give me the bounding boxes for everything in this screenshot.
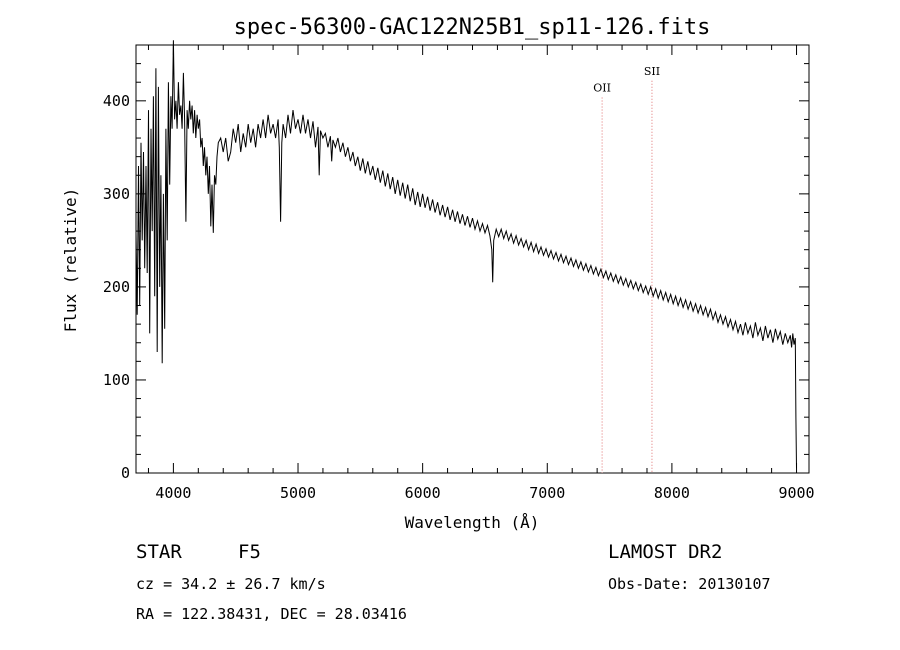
y-tick-label: 0: [121, 464, 130, 482]
y-axis: 0 100 200 300 400: [103, 63, 809, 482]
plot-frame: [135, 44, 810, 474]
y-tick-label: 200: [103, 278, 130, 296]
spectrum-line-1: [135, 40, 797, 469]
y-tick-label: 400: [103, 92, 130, 110]
spectrum-series: [135, 40, 797, 469]
x-axis-label: Wavelength (Å): [405, 513, 540, 532]
sii-marker-label: SII: [644, 65, 660, 78]
oii-marker-label: OII: [593, 82, 611, 95]
chart-title: spec-56300-GAC122N25B1_sp11-126.fits: [234, 15, 711, 40]
x-tick-label: 6000: [405, 484, 441, 502]
redshift-velocity: cz = 34.2 ± 26.7 km/s: [136, 575, 326, 593]
x-tick-label: 4000: [155, 484, 191, 502]
y-tick-label: 100: [103, 371, 130, 389]
y-tick-label: 300: [103, 185, 130, 203]
emission-line-markers: OII SII: [593, 65, 660, 473]
x-axis: 4000 5000 6000 7000 8000 9000: [147, 45, 815, 502]
observation-date: Obs-Date: 20130107: [608, 575, 771, 593]
x-tick-label: 9000: [778, 484, 814, 502]
coordinates: RA = 122.38431, DEC = 28.03416: [136, 605, 407, 623]
x-tick-label: 7000: [529, 484, 565, 502]
object-class: STAR: [136, 541, 182, 563]
object-subclass: F5: [238, 541, 261, 563]
survey-name: LAMOST DR2: [608, 541, 722, 563]
y-axis-label: Flux (relative): [61, 188, 80, 333]
x-tick-label: 8000: [654, 484, 690, 502]
x-tick-label: 5000: [280, 484, 316, 502]
